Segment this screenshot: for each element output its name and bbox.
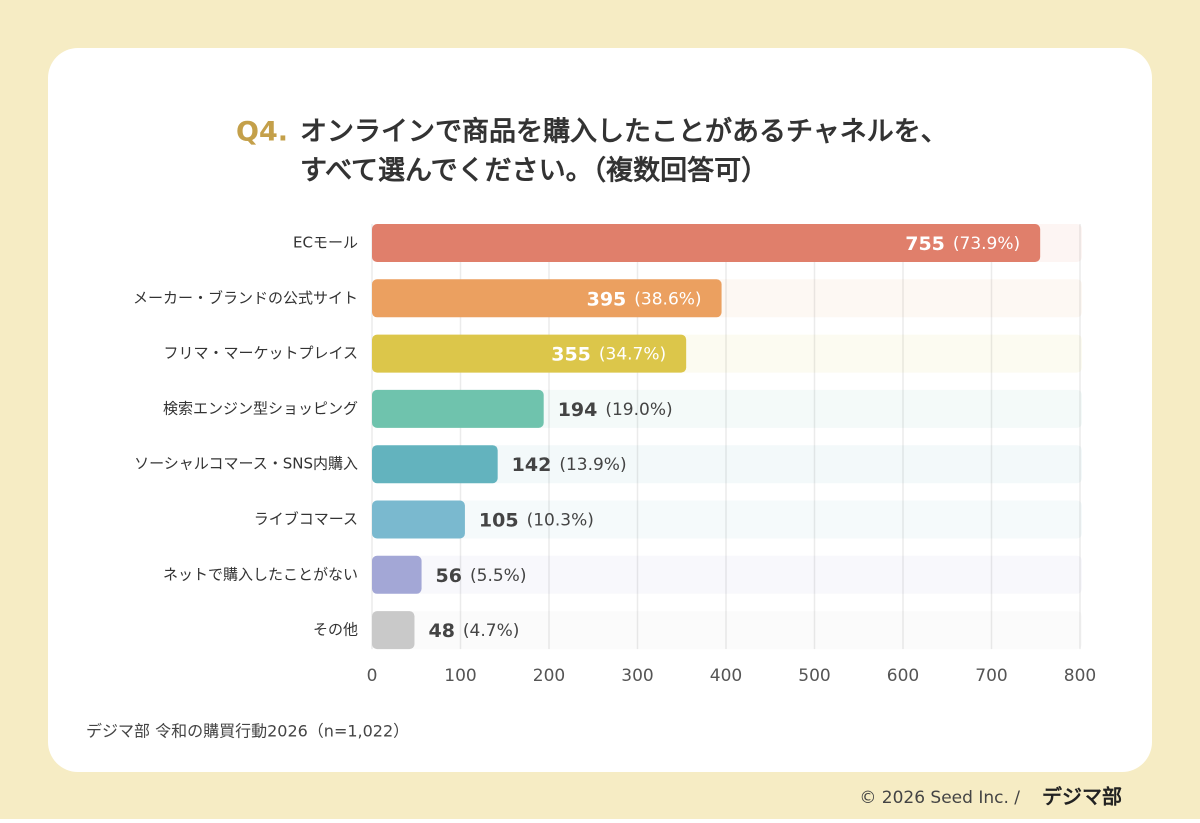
source: デジマ部 令和の購買行動2026（n=1,022） (86, 722, 409, 741)
bar-track (372, 445, 1082, 484)
value-number: 395 (587, 288, 627, 310)
percent-label: (5.5%) (470, 566, 526, 586)
bar (372, 224, 1041, 262)
value-number: 142 (512, 454, 552, 476)
value-label: 355 (34.7%) (551, 343, 666, 365)
category-label: ネットで購入したことがない (163, 565, 358, 583)
logo: デジマ部 (1042, 785, 1122, 809)
x-tick-label: 700 (975, 666, 1007, 686)
x-tick-label: 600 (887, 666, 919, 686)
percent-label: (73.9%) (953, 234, 1020, 254)
category-label: ECモール (293, 234, 358, 252)
value-number: 105 (479, 509, 519, 531)
bar-track (372, 611, 1082, 650)
bar (372, 279, 722, 318)
bar (372, 611, 415, 650)
value-label: 56 (5.5%) (436, 564, 527, 586)
value-number: 194 (558, 398, 598, 420)
percent-label: (38.6%) (634, 289, 701, 309)
category-label: メーカー・ブランドの公式サイト (133, 289, 358, 307)
bar (372, 389, 544, 428)
x-tick-label: 0 (367, 666, 378, 686)
category-label: その他 (313, 621, 358, 639)
percent-label: (13.9%) (559, 455, 626, 475)
value-label: 755 (73.9%) (905, 233, 1020, 255)
percent-label: (4.7%) (463, 621, 519, 641)
percent-label: (19.0%) (605, 400, 672, 420)
title: すべて選んでください。（複数回答可） (300, 155, 768, 187)
category-label: 検索エンジン型ショッピング (163, 399, 358, 417)
category-label: ソーシャルコマース・SNS内購入 (134, 455, 358, 473)
bar (372, 445, 498, 484)
x-tick-label: 200 (533, 666, 565, 686)
value-number: 56 (436, 564, 462, 586)
value-number: 755 (905, 233, 945, 255)
x-tick-label: 800 (1064, 666, 1096, 686)
category-label: フリマ・マーケットプレイス (163, 344, 358, 362)
value-label: 142 (13.9%) (512, 454, 627, 476)
bar-track (372, 500, 1082, 539)
plot: 0 100 200 300 400 500 600 700 800 ECモール 755 (73.9%)… (133, 224, 1096, 686)
bar-track (372, 555, 1082, 594)
x-tick-label: 300 (621, 666, 653, 686)
value-number: 355 (551, 343, 591, 365)
copyright: © 2026 Seed Inc. / (859, 788, 1020, 808)
value-label: 105 (10.3%) (479, 509, 594, 531)
bar-track (372, 389, 1082, 428)
x-tick-label: 400 (710, 666, 742, 686)
percent-label: (34.7%) (599, 345, 666, 365)
bar (372, 555, 422, 594)
value-label: 48 (4.7%) (428, 620, 519, 642)
value-label: 395 (38.6%) (587, 288, 702, 310)
x-tick-label: 500 (798, 666, 830, 686)
title-prefix: Q4. (236, 117, 288, 148)
value-label: 194 (19.0%) (558, 398, 673, 420)
value-number: 48 (428, 620, 454, 642)
percent-label: (10.3%) (527, 511, 594, 531)
bar (372, 500, 465, 539)
title: オンラインで商品を購入したことがあるチャネルを、 (300, 116, 948, 148)
x-tick-label: 100 (444, 666, 476, 686)
category-label: ライブコマース (254, 510, 358, 528)
bar (372, 334, 687, 373)
